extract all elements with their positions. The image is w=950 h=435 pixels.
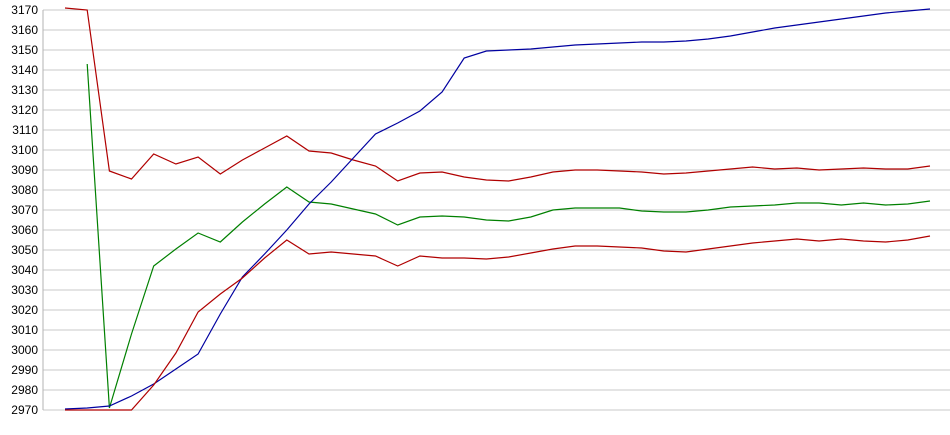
y-tick-label: 3070 [11, 203, 38, 217]
y-tick-label: 3030 [11, 283, 38, 297]
y-tick-label: 3060 [11, 223, 38, 237]
series-lines-group [64, 7, 931, 411]
y-tick-label: 3140 [11, 63, 38, 77]
y-tick-label: 2990 [11, 363, 38, 377]
y-axis-labels-group: 3170 3160 3150 3140 3130 3120 3110 3100 3090 3080… [11, 3, 38, 417]
y-tick-label: 3160 [11, 23, 38, 37]
y-tick-label: 3090 [11, 163, 38, 177]
series-red-upper-line [64, 7, 931, 182]
y-tick-label: 3100 [11, 143, 38, 157]
y-tick-label: 3150 [11, 43, 38, 57]
y-tick-label: 3110 [12, 123, 38, 137]
series-green-line [86, 63, 931, 409]
series-blue-line [64, 8, 931, 410]
gridlines-group [42, 9, 950, 411]
y-tick-label: 2970 [11, 403, 38, 417]
y-tick-label: 3080 [11, 183, 38, 197]
y-tick-label: 3020 [11, 303, 38, 317]
series-red-lower-line [65, 235, 931, 411]
y-tick-label: 3010 [11, 323, 38, 337]
y-tick-label: 3000 [11, 343, 38, 357]
y-tick-label: 3130 [11, 83, 38, 97]
y-tick-label: 2980 [11, 383, 38, 397]
y-tick-label: 3170 [11, 3, 38, 17]
y-tick-label: 3050 [11, 243, 38, 257]
y-tick-label: 3040 [11, 263, 38, 277]
y-tick-label: 3120 [11, 103, 38, 117]
